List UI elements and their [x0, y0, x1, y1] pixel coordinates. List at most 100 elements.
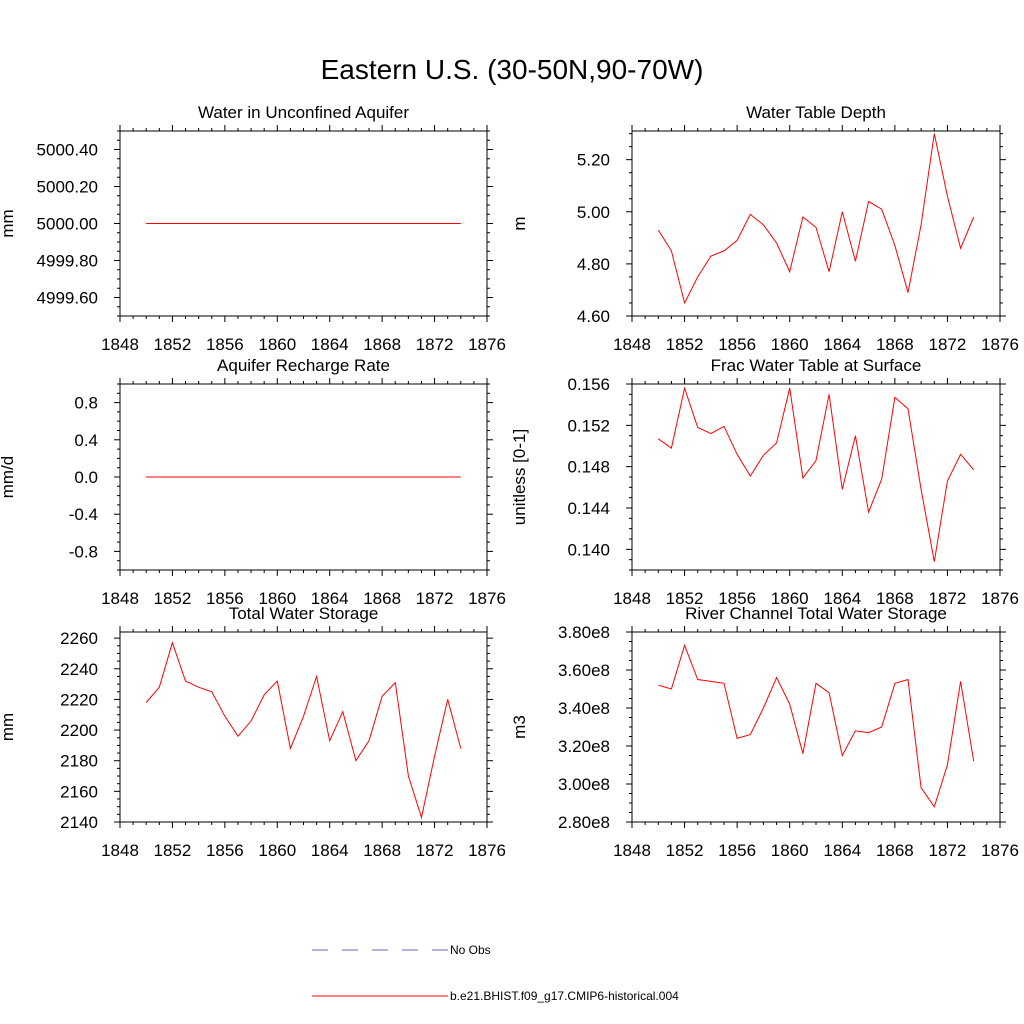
panel-title: Frac Water Table at Surface [711, 356, 922, 375]
panel-title: Water Table Depth [746, 103, 886, 122]
y-axis-label: mm [0, 713, 17, 741]
y-tick-label: 5.20 [577, 151, 610, 170]
y-tick-label: 0.144 [567, 499, 610, 518]
x-tick-label: 1864 [311, 841, 349, 860]
y-tick-label: 5000.40 [37, 141, 98, 160]
y-tick-label: 0.0 [74, 468, 98, 487]
y-axis-label: mm [0, 209, 17, 237]
x-tick-label: 1876 [981, 589, 1019, 608]
chart-panel-3: Aquifer Recharge Rate mm/d 1848 1852 1856 186… [0, 356, 506, 608]
x-tick-label: 1856 [718, 335, 756, 354]
chart-panel-1: Water in Unconfined Aquifer mm 1848 1852 185… [0, 103, 506, 354]
y-tick-label: 4.60 [577, 307, 610, 326]
panel-title: Total Water Storage [229, 604, 379, 623]
y-tick-label: 2220 [60, 690, 98, 709]
panel-title: Water in Unconfined Aquifer [198, 103, 409, 122]
figure-title: Eastern U.S. (30-50N,90-70W) [320, 54, 704, 85]
x-tick-label: 1852 [666, 589, 704, 608]
x-tick-label: 1868 [876, 841, 914, 860]
y-tick-label: 4999.80 [37, 252, 98, 271]
plot-frame [631, 631, 1001, 823]
y-tick-label: 4.80 [577, 255, 610, 274]
x-tick-label: 1856 [206, 841, 244, 860]
x-tick-label: 1876 [468, 589, 506, 608]
y-tick-label: 3.60e8 [558, 661, 610, 680]
panel-title: Aquifer Recharge Rate [217, 356, 390, 375]
x-tick-label: 1860 [258, 589, 296, 608]
y-tick-label: 5000.20 [37, 178, 98, 197]
x-tick-label: 1868 [876, 589, 914, 608]
x-tick-label: 1872 [929, 335, 967, 354]
x-tick-label: 1872 [929, 589, 967, 608]
y-tick-label: 2180 [60, 752, 98, 771]
chart-panel-6: River Channel Total Water Storage m3 1848 1… [510, 604, 1019, 860]
y-tick-label: 0.8 [74, 394, 98, 413]
x-tick-label: 1848 [101, 841, 139, 860]
x-tick-label: 1856 [718, 589, 756, 608]
y-tick-label: 3.00e8 [558, 775, 610, 794]
chart-panel-2: Water Table Depth m 1848 1852 1856 1860 1864 18… [510, 103, 1019, 354]
y-tick-label: 2200 [60, 721, 98, 740]
x-tick-label: 1872 [929, 841, 967, 860]
x-tick-label: 1876 [468, 841, 506, 860]
y-tick-label: 2.80e8 [558, 813, 610, 832]
plot-frame [631, 383, 1001, 571]
legend-label-obs: No Obs [450, 943, 491, 957]
x-tick-label: 1868 [363, 589, 401, 608]
x-tick-label: 1872 [416, 589, 454, 608]
y-tick-label: 2140 [60, 813, 98, 832]
x-tick-label: 1868 [363, 335, 401, 354]
x-tick-label: 1876 [981, 841, 1019, 860]
x-tick-label: 1868 [363, 841, 401, 860]
x-tick-label: 1864 [311, 335, 349, 354]
x-tick-label: 1856 [206, 335, 244, 354]
x-tick-label: 1864 [823, 589, 861, 608]
x-tick-label: 1848 [613, 841, 651, 860]
x-tick-label: 1864 [823, 841, 861, 860]
x-tick-label: 1852 [666, 335, 704, 354]
x-tick-label: 1852 [154, 841, 192, 860]
x-tick-label: 1856 [206, 589, 244, 608]
x-tick-label: 1848 [101, 589, 139, 608]
y-axis-label: unitless [0-1] [510, 429, 529, 525]
x-tick-label: 1876 [981, 335, 1019, 354]
x-tick-label: 1856 [718, 841, 756, 860]
panel-title: River Channel Total Water Storage [685, 604, 947, 623]
y-tick-label: 0.148 [567, 458, 610, 477]
y-tick-label: 5.00 [577, 203, 610, 222]
x-tick-label: 1852 [154, 335, 192, 354]
y-axis-label: m [510, 216, 529, 230]
y-tick-label: 0.152 [567, 416, 610, 435]
series-line-model [658, 386, 975, 562]
series-line-model [658, 643, 975, 808]
y-axis-label: mm/d [0, 456, 17, 499]
y-tick-label: 0.156 [567, 375, 610, 394]
y-tick-label: 0.4 [74, 431, 98, 450]
y-tick-label: 3.80e8 [558, 623, 610, 642]
panels-group: Water in Unconfined Aquifer mm 1848 1852 185… [0, 103, 1019, 860]
y-tick-label: 5000.00 [37, 215, 98, 234]
y-tick-label: -0.4 [69, 505, 98, 524]
legend-label-model: b.e21.BHIST.f09_g17.CMIP6-historical.004 [450, 989, 679, 1003]
plot-frame [631, 130, 1001, 317]
x-tick-label: 1860 [258, 335, 296, 354]
x-tick-label: 1872 [416, 841, 454, 860]
y-tick-label: -0.8 [69, 542, 98, 561]
x-tick-label: 1872 [416, 335, 454, 354]
plot-frame [119, 631, 488, 823]
x-tick-label: 1848 [613, 589, 651, 608]
y-axis-label: m3 [510, 715, 529, 739]
y-tick-label: 3.40e8 [558, 699, 610, 718]
y-tick-label: 2260 [60, 629, 98, 648]
y-tick-label: 3.20e8 [558, 737, 610, 756]
series-line-model [657, 133, 975, 305]
x-tick-label: 1876 [468, 335, 506, 354]
x-tick-label: 1860 [771, 335, 809, 354]
x-tick-label: 1848 [101, 335, 139, 354]
legend: No Obs b.e21.BHIST.f09_g17.CMIP6-histori… [312, 943, 679, 1003]
series-line-model [145, 641, 462, 820]
y-tick-label: 4999.60 [37, 289, 98, 308]
x-tick-label: 1860 [258, 841, 296, 860]
y-tick-label: 2160 [60, 782, 98, 801]
